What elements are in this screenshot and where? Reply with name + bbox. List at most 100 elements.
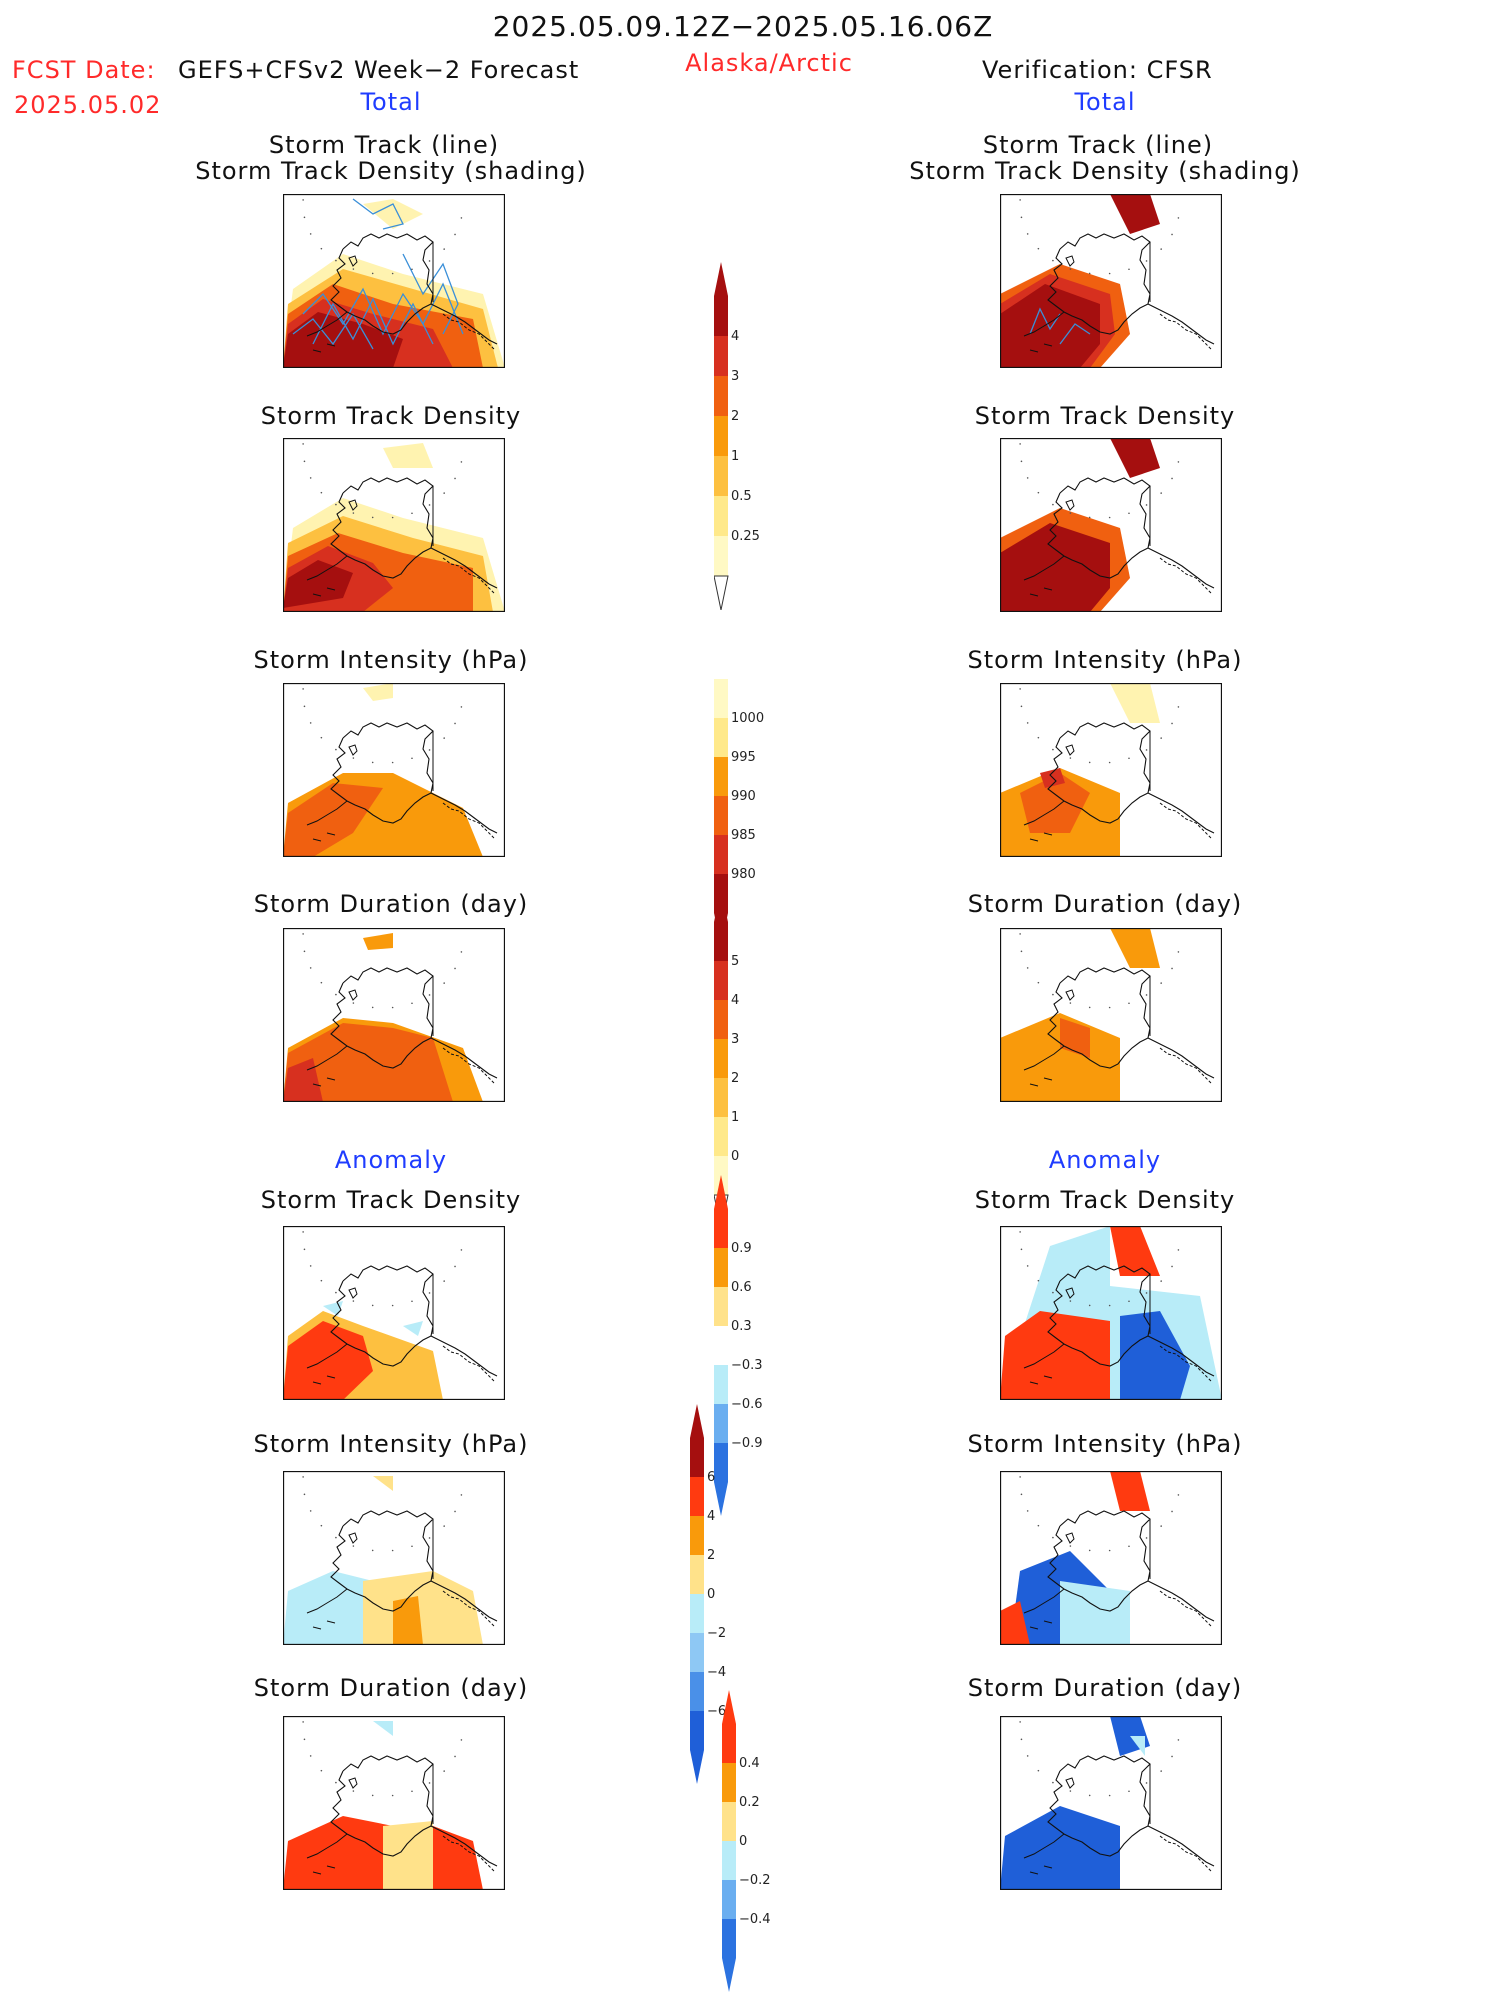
- colorbar-segment: [714, 1000, 728, 1039]
- graticule-dot: [1026, 722, 1029, 724]
- right-track-line-map: [1000, 194, 1222, 368]
- r7-map-svg: [1000, 1716, 1222, 1890]
- graticule-dot: [302, 688, 304, 690]
- graticule-dot: [411, 1545, 413, 1548]
- shading-region: [1110, 928, 1160, 968]
- colorbar-segment: [714, 1248, 728, 1287]
- shading-region: [1110, 683, 1160, 723]
- left-duration-title: Storm Duration (day): [253, 890, 529, 918]
- graticule-dot: [1108, 761, 1111, 764]
- graticule-dot: [320, 1769, 323, 1772]
- graticule-dot: [302, 933, 304, 935]
- colorbar-segment: [714, 456, 728, 496]
- graticule-dot: [1128, 757, 1130, 760]
- graticule-dot: [1037, 1769, 1040, 1772]
- graticule-dot: [391, 516, 394, 519]
- colorbar-segment: [722, 1880, 736, 1919]
- graticule-dot: [1037, 247, 1040, 250]
- colorbar-segment: [714, 1443, 728, 1482]
- graticule-dot: [309, 722, 312, 724]
- colorbar-tick-label: 0.3: [731, 1319, 752, 1334]
- left-track-line-title: Storm Track (line): [268, 131, 500, 159]
- right-duration-title: Storm Duration (day): [967, 890, 1243, 918]
- left-anom-intensity-title: Storm Intensity (hPa): [253, 1430, 529, 1458]
- graticule-dot: [320, 247, 323, 250]
- graticule-dot: [1145, 749, 1148, 751]
- graticule-dot: [454, 1265, 456, 1268]
- graticule-dot: [1128, 1002, 1130, 1005]
- right-intensity-map: [1000, 683, 1222, 857]
- graticule-dot: [1026, 967, 1029, 969]
- map-frame: [1000, 438, 1222, 612]
- left-anom-density-title: Storm Track Density: [260, 1186, 522, 1214]
- shading-region: [283, 1321, 373, 1400]
- graticule-dot: [352, 757, 355, 759]
- colorbar-tick-label: 995: [731, 750, 756, 765]
- graticule-dot: [1160, 1280, 1162, 1282]
- colorbar-top-arrow: [714, 262, 728, 296]
- graticule-dot: [1108, 272, 1111, 275]
- graticule-dot: [1052, 993, 1054, 996]
- graticule-dot: [1160, 248, 1162, 250]
- graticule-dot: [371, 1006, 374, 1009]
- r6-map-svg: [1000, 1471, 1222, 1645]
- shading-region: [383, 1821, 433, 1890]
- colorbar-tick-label: 0.4: [739, 1756, 760, 1771]
- graticule-dot: [454, 233, 456, 236]
- colorbar-segment: [714, 296, 728, 336]
- r2-map-svg: [1000, 438, 1222, 612]
- graticule-dot: [302, 199, 304, 201]
- l7-map-svg: [283, 1716, 505, 1890]
- graticule-dot: [1177, 217, 1180, 219]
- left-anom-duration-title: Storm Duration (day): [253, 1674, 529, 1702]
- right-intensity-title: Storm Intensity (hPa): [967, 646, 1243, 674]
- region-label: Alaska/Arctic: [685, 49, 853, 77]
- colorbar-segment: [714, 1365, 728, 1404]
- graticule-dot: [1108, 1549, 1111, 1552]
- intensity_anomaly-colorbar-svg: 6 4 2 0 −2 −4 −6: [690, 1404, 726, 1784]
- l4-map-svg: [283, 928, 505, 1102]
- graticule-dot: [1128, 512, 1130, 515]
- graticule-dot: [1052, 503, 1054, 506]
- colorbar-segment: [690, 1711, 704, 1750]
- right-anom-density-title: Storm Track Density: [974, 1186, 1236, 1214]
- graticule-dot: [454, 967, 456, 970]
- graticule-dot: [1177, 1739, 1180, 1741]
- left-section-total: Total: [360, 88, 422, 116]
- colorbar-tick-label: 4: [707, 1509, 715, 1524]
- graticule-dot: [1019, 688, 1021, 690]
- storm-track-line: [352, 198, 404, 230]
- graticule-dot: [391, 1549, 394, 1552]
- map-frame: [283, 683, 505, 857]
- colorbar-segment: [714, 1078, 728, 1117]
- colorbar-tick-label: 985: [731, 828, 756, 843]
- fcst-source: GEFS+CFSv2 Week−2 Forecast: [178, 56, 580, 84]
- graticule-dot: [1171, 722, 1173, 725]
- colorbar-segment: [714, 1287, 728, 1326]
- graticule-dot: [335, 993, 337, 996]
- colorbar-top-arrow: [714, 1175, 728, 1209]
- graticule-dot: [1171, 1755, 1173, 1758]
- graticule-dot: [302, 1721, 304, 1723]
- graticule-dot: [411, 757, 413, 760]
- map-frame: [283, 438, 505, 612]
- graticule-dot: [428, 1782, 431, 1784]
- graticule-dot: [1171, 967, 1173, 970]
- graticule-dot: [1145, 1782, 1148, 1784]
- shading-region: [1000, 1601, 1030, 1645]
- graticule-dot: [320, 491, 323, 494]
- colorbar-segment: [714, 679, 728, 718]
- shading-region: [393, 1596, 423, 1645]
- colorbar-tick-label: −0.2: [739, 1873, 771, 1888]
- colorbar-tick-label: 990: [731, 789, 756, 804]
- colorbar-segment: [714, 376, 728, 416]
- graticule-dot: [1128, 1790, 1130, 1793]
- graticule-dot: [335, 259, 337, 262]
- left-anomaly-heading: Anomaly: [334, 1146, 448, 1174]
- shading-region: [1110, 1471, 1150, 1511]
- shading-region: [433, 1826, 483, 1890]
- colorbar-segment: [690, 1516, 704, 1555]
- graticule-dot: [1160, 492, 1162, 494]
- graticule-dot: [371, 516, 374, 519]
- map-title: 2025.05.09.12Z−2025.05.16.06Z: [492, 10, 994, 43]
